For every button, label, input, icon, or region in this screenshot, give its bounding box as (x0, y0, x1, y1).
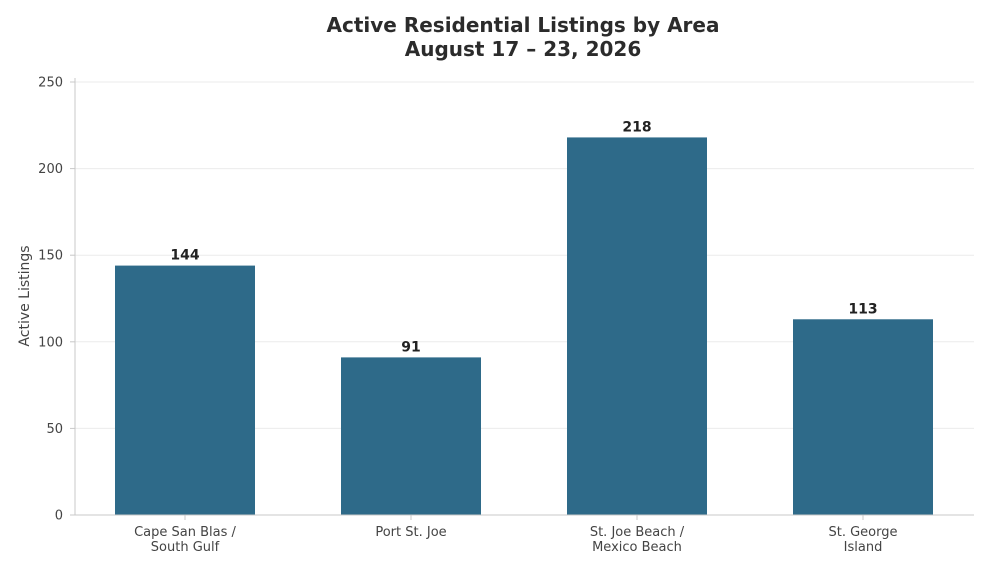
bar-value-label: 91 (401, 339, 420, 355)
bar (341, 357, 481, 515)
x-tick-labels: Cape San Blas / South Gulf Port St. Joe St.… (134, 515, 898, 555)
bar (115, 265, 255, 515)
x-tick-label: St. Joe Beach / Mexico Beach (590, 525, 685, 555)
axes (74, 78, 974, 516)
y-tick-label: 250 (38, 76, 63, 91)
y-axis-title: Active Listings (17, 245, 33, 346)
chart-subtitle: August 17 – 23, 2026 (405, 37, 642, 61)
y-tick-label: 0 (55, 509, 63, 524)
x-tick-label: Port St. Joe (375, 525, 446, 540)
y-tick-label: 50 (46, 422, 63, 437)
x-tick-label: Cape San Blas / South Gulf (134, 525, 236, 555)
bar (567, 137, 707, 515)
bar-value-labels: 144 91 218 113 (170, 119, 877, 355)
bars (115, 137, 933, 515)
bar-value-label: 218 (622, 119, 651, 135)
bar-value-label: 113 (848, 301, 877, 317)
chart-title: Active Residential Listings by Area (327, 13, 720, 37)
y-tick-label: 150 (38, 249, 63, 264)
y-tick-label: 200 (38, 162, 63, 177)
bar (793, 319, 933, 515)
y-tick-labels: 0 50 100 150 200 250 (38, 76, 75, 524)
bar-value-label: 144 (170, 248, 199, 264)
y-tick-label: 100 (38, 335, 63, 350)
x-tick-label: St. George Island (828, 525, 897, 555)
